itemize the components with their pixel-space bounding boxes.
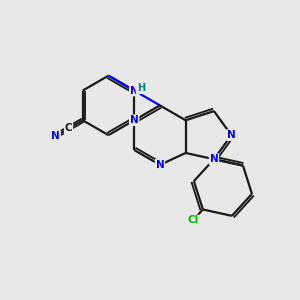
Text: N: N xyxy=(130,115,139,125)
Text: N: N xyxy=(156,160,164,170)
Text: N: N xyxy=(227,130,236,140)
Text: H: H xyxy=(137,83,145,93)
Text: N: N xyxy=(130,85,139,96)
Text: N: N xyxy=(51,131,60,141)
Text: C: C xyxy=(65,124,72,134)
Text: N: N xyxy=(210,154,218,164)
Text: Cl: Cl xyxy=(187,215,199,225)
